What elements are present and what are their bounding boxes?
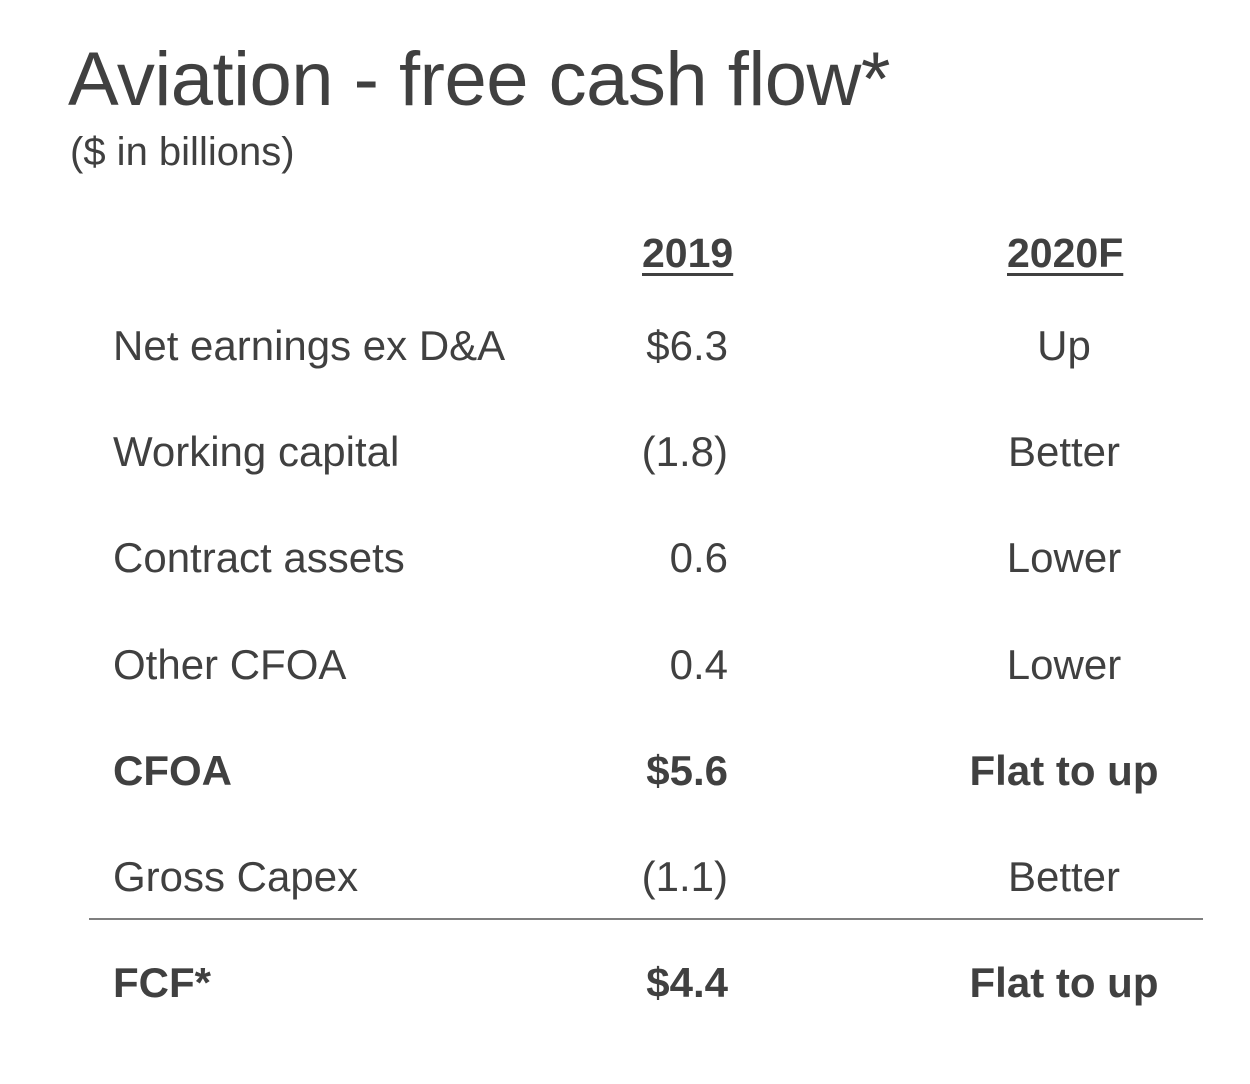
table-row-fcf: FCF* $4.4 Flat to up xyxy=(0,953,1250,1013)
column-header-2020f: 2020F xyxy=(1007,230,1124,276)
row-label: Other CFOA xyxy=(113,641,347,688)
table-row: Working capital (1.8) Better xyxy=(0,422,1250,482)
table-row: Gross Capex (1.1) Better xyxy=(0,847,1250,907)
row-value-2020f: Flat to up xyxy=(969,747,1159,794)
row-value-2019: 0.4 xyxy=(669,641,728,688)
row-value-2019: (1.8) xyxy=(641,428,728,475)
row-value-2020f: Lower xyxy=(1006,534,1122,581)
row-label: Working capital xyxy=(113,428,400,475)
row-value-2020f: Better xyxy=(1007,428,1121,475)
table-row-cfoa: CFOA $5.6 Flat to up xyxy=(0,741,1250,801)
row-value-2019: $5.6 xyxy=(646,747,728,794)
row-label: CFOA xyxy=(113,747,232,794)
row-value-2020f: Better xyxy=(1007,853,1121,900)
column-header-2019: 2019 xyxy=(642,230,734,276)
page-subtitle: ($ in billions) xyxy=(70,130,295,174)
row-label: Contract assets xyxy=(113,534,405,581)
row-value-2020f: Flat to up xyxy=(969,959,1159,1006)
row-value-2019: $4.4 xyxy=(646,959,728,1006)
row-label: Gross Capex xyxy=(113,853,359,900)
total-divider-line xyxy=(89,918,1203,920)
table-row: Other CFOA 0.4 Lower xyxy=(0,635,1250,695)
table-row: Net earnings ex D&A $6.3 Up xyxy=(0,316,1250,376)
row-label: FCF* xyxy=(113,959,211,1006)
page-title: Aviation - free cash flow* xyxy=(68,37,891,122)
row-value-2019: 0.6 xyxy=(669,534,728,581)
row-label: Net earnings ex D&A xyxy=(113,322,506,369)
row-value-2019: (1.1) xyxy=(641,853,728,900)
row-value-2019: $6.3 xyxy=(646,322,728,369)
table-row: Contract assets 0.6 Lower xyxy=(0,528,1250,588)
row-value-2020f: Lower xyxy=(1006,641,1122,688)
row-value-2020f: Up xyxy=(1037,322,1091,369)
